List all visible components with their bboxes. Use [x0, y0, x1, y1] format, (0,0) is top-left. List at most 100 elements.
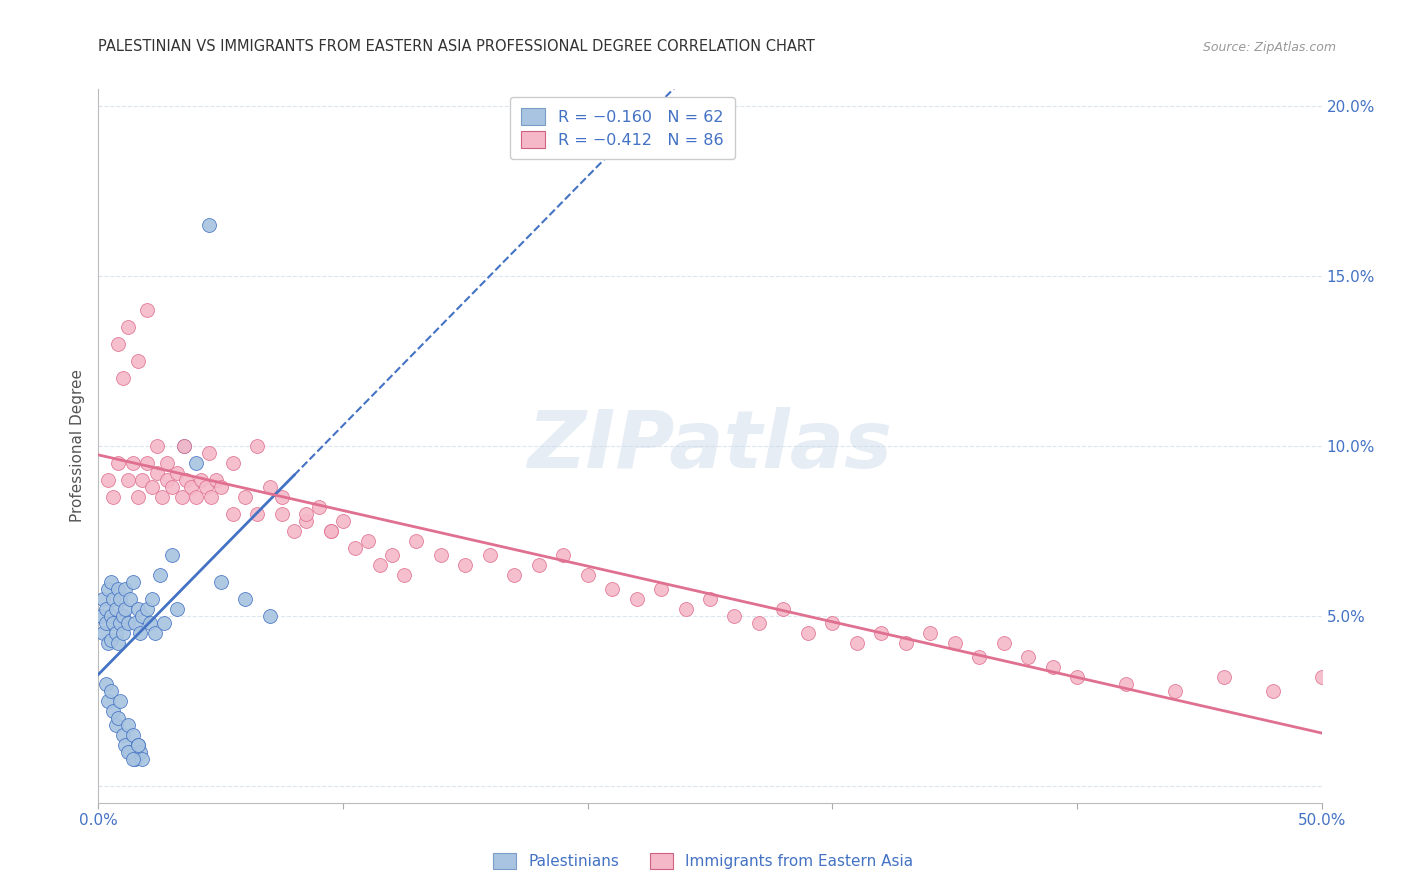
Text: Source: ZipAtlas.com: Source: ZipAtlas.com: [1202, 40, 1336, 54]
Point: [107, 636, 129, 650]
Point: [160, 548, 183, 562]
Point: [295, 507, 318, 521]
Point: [121, 456, 143, 470]
Point: [110, 694, 132, 708]
Point: [748, 615, 770, 630]
Point: [131, 473, 153, 487]
Point: [319, 524, 342, 538]
Point: [176, 473, 198, 487]
Point: [186, 456, 208, 470]
Point: [114, 602, 136, 616]
Point: [104, 626, 127, 640]
Point: [121, 751, 143, 765]
Point: [356, 534, 378, 549]
Point: [97, 473, 120, 487]
Point: [222, 507, 245, 521]
Point: [259, 480, 281, 494]
Point: [131, 608, 153, 623]
Point: [845, 636, 868, 650]
Point: [699, 591, 721, 606]
Point: [101, 490, 124, 504]
Point: [205, 473, 228, 487]
Point: [127, 602, 149, 616]
Point: [576, 568, 599, 582]
Point: [117, 473, 139, 487]
Point: [675, 602, 697, 616]
Point: [1042, 660, 1064, 674]
Point: [190, 473, 212, 487]
Point: [127, 738, 149, 752]
Point: [772, 602, 794, 616]
Point: [97, 636, 120, 650]
Point: [107, 711, 129, 725]
Point: [332, 514, 354, 528]
Point: [150, 490, 173, 504]
Point: [120, 745, 142, 759]
Legend: R = −0.160   N = 62, R = −0.412   N = 86: R = −0.160 N = 62, R = −0.412 N = 86: [510, 97, 735, 159]
Point: [173, 439, 195, 453]
Point: [600, 582, 623, 596]
Point: [160, 480, 183, 494]
Point: [454, 558, 477, 572]
Point: [1017, 649, 1039, 664]
Point: [110, 591, 132, 606]
Point: [111, 728, 134, 742]
Point: [1310, 670, 1333, 684]
Point: [110, 615, 132, 630]
Point: [233, 591, 256, 606]
Legend: Palestinians, Immigrants from Eastern Asia: Palestinians, Immigrants from Eastern As…: [486, 847, 920, 875]
Point: [117, 717, 139, 731]
Point: [131, 751, 153, 765]
Point: [141, 480, 163, 494]
Point: [146, 466, 169, 480]
Point: [259, 608, 281, 623]
Point: [143, 626, 166, 640]
Point: [1261, 683, 1284, 698]
Point: [107, 456, 129, 470]
Point: [553, 548, 575, 562]
Point: [527, 558, 550, 572]
Point: [156, 456, 179, 470]
Point: [117, 320, 139, 334]
Point: [344, 541, 367, 555]
Point: [319, 524, 342, 538]
Point: [129, 626, 152, 640]
Point: [392, 568, 416, 582]
Point: [180, 480, 202, 494]
Point: [170, 490, 193, 504]
Point: [124, 751, 146, 765]
Point: [101, 591, 124, 606]
Point: [124, 615, 146, 630]
Point: [136, 303, 159, 318]
Point: [153, 615, 176, 630]
Point: [94, 677, 117, 691]
Y-axis label: Professional Degree: Professional Degree: [70, 369, 86, 523]
Point: [136, 602, 159, 616]
Point: [156, 473, 179, 487]
Point: [967, 649, 990, 664]
Point: [1115, 677, 1137, 691]
Point: [97, 582, 120, 596]
Point: [723, 608, 745, 623]
Point: [1212, 670, 1234, 684]
Point: [114, 738, 136, 752]
Point: [405, 534, 427, 549]
Point: [94, 615, 117, 630]
Point: [503, 568, 526, 582]
Point: [894, 636, 917, 650]
Point: [100, 574, 122, 589]
Point: [117, 615, 139, 630]
Point: [650, 582, 672, 596]
Text: ZIPatlas: ZIPatlas: [527, 407, 893, 485]
Point: [478, 548, 501, 562]
Point: [200, 490, 222, 504]
Point: [1164, 683, 1187, 698]
Point: [368, 558, 391, 572]
Point: [430, 548, 453, 562]
Point: [120, 591, 142, 606]
Point: [107, 582, 129, 596]
Point: [121, 574, 143, 589]
Point: [1066, 670, 1088, 684]
Point: [166, 466, 188, 480]
Point: [166, 602, 188, 616]
